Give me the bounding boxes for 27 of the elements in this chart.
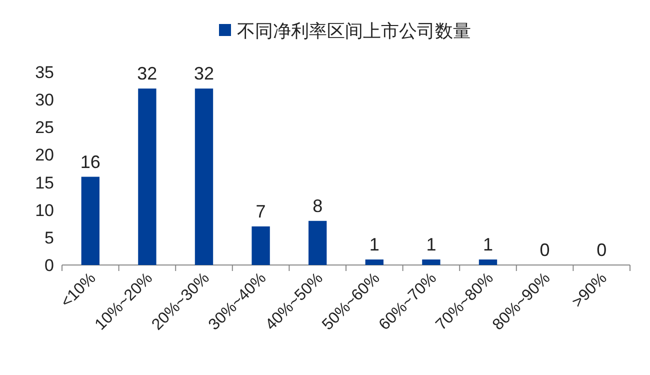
y-tick-label: 35 [35,63,54,82]
data-label: 8 [312,196,323,216]
bar [194,88,214,265]
data-label: 0 [596,240,607,260]
data-label: 7 [256,201,266,222]
data-label: 1 [369,234,380,254]
data-label: 1 [482,234,494,254]
y-tick-label: 15 [35,173,54,192]
y-tick-label: 20 [35,146,54,165]
bar [422,259,440,265]
y-tick-label: 0 [44,256,54,275]
bar [308,220,327,265]
legend-label: 不同净利率区间上市公司数量 [237,21,471,41]
bar [252,226,270,265]
y-tick-label: 10 [35,200,54,220]
y-tick-label: 30 [35,90,54,110]
data-label: 1 [426,234,436,254]
data-label: 32 [194,64,214,84]
bar [365,259,384,265]
data-label: 32 [137,64,158,84]
bar [138,88,156,265]
y-tick-label: 5 [44,228,54,248]
data-label: 0 [540,240,550,260]
data-label: 16 [80,152,100,172]
bar [478,259,498,265]
bar [81,176,100,265]
y-tick-label: 25 [35,118,54,138]
